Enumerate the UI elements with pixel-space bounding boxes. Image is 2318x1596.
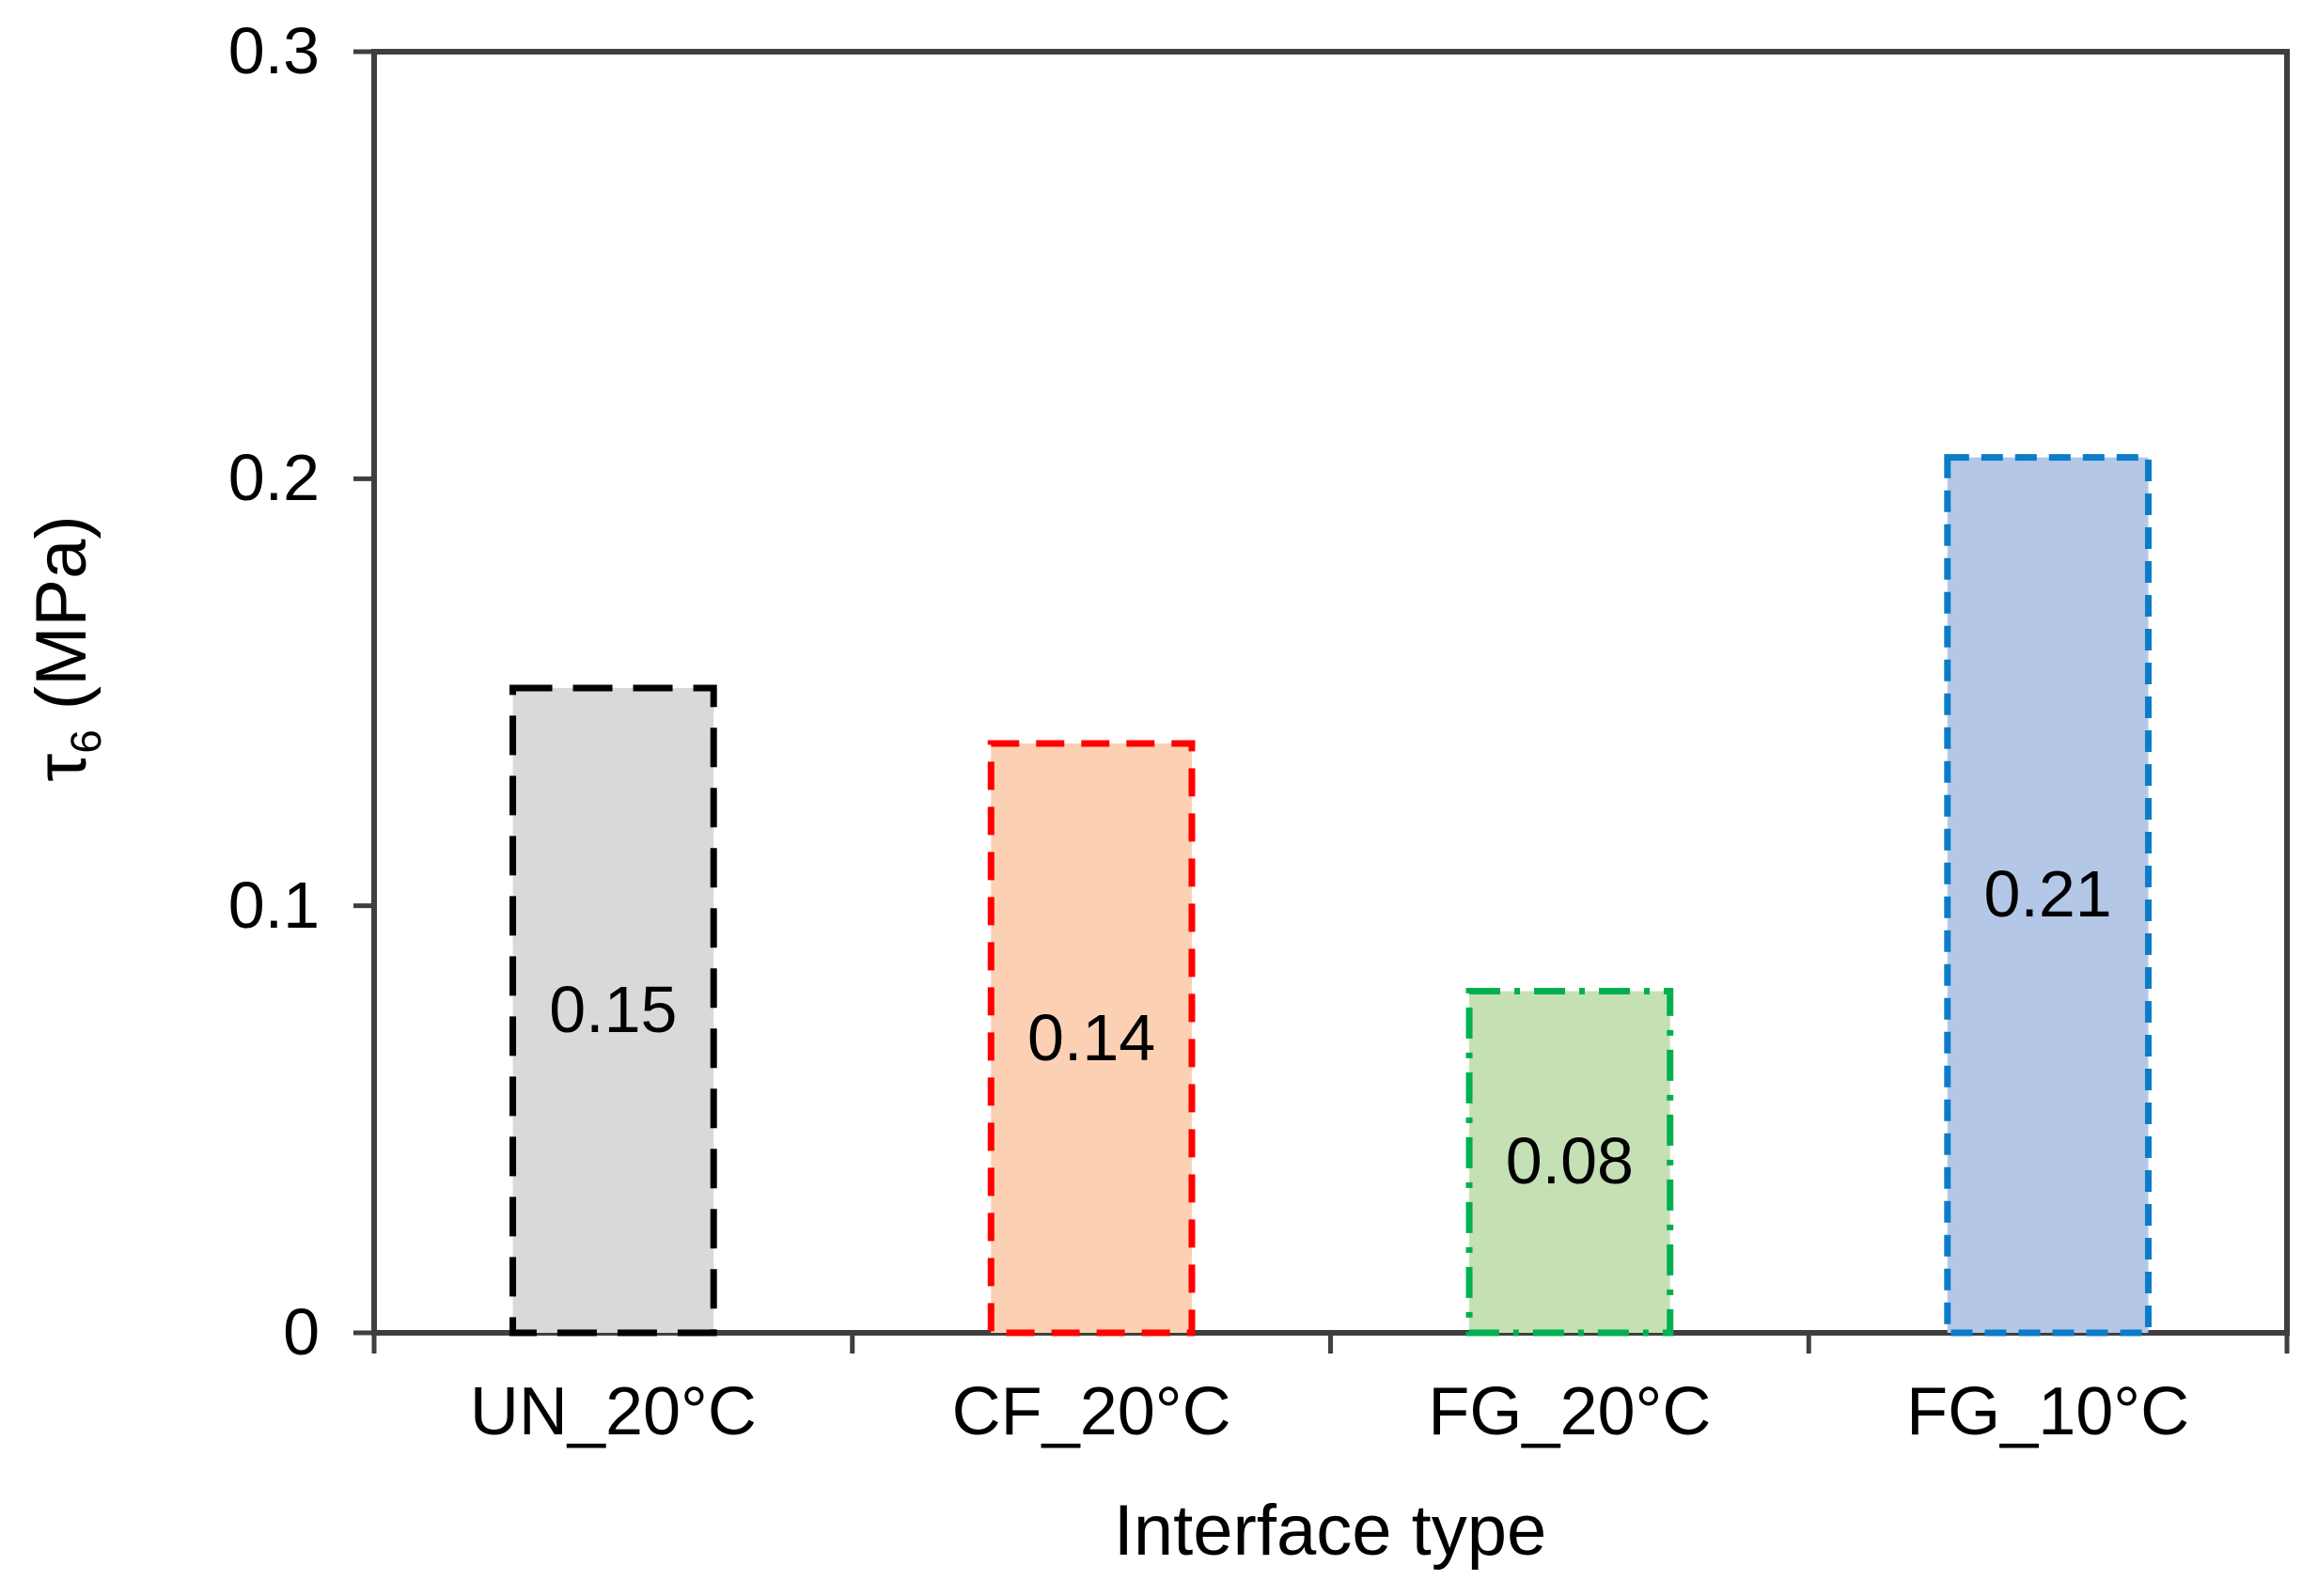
bar-value-label: 0.14 [1027, 1000, 1156, 1074]
y-axis-title-symbol: τ [22, 753, 102, 782]
y-axis-title-unit: (MPa) [22, 515, 102, 730]
category-label: UN_20°C [469, 1374, 757, 1449]
bar-UN_20°C [509, 684, 717, 1337]
y-tick-label: 0.3 [227, 14, 320, 87]
category-label: FG_10°C [1906, 1374, 2190, 1449]
y-axis-title-subscript: 6 [62, 729, 111, 754]
bar-value-label: 0.21 [1983, 857, 2112, 931]
y-tick-label: 0.2 [227, 441, 320, 515]
bar-value-label: 0.08 [1505, 1124, 1634, 1198]
bar-CF_20°C [987, 740, 1196, 1337]
bar-FG_10°C [1944, 454, 2152, 1337]
y-tick-label: 0.1 [227, 868, 320, 942]
bar-value-label: 0.15 [549, 972, 678, 1046]
bar-FG_20°C [1465, 988, 1674, 1337]
x-axis-title: Interface type [1113, 1491, 1547, 1571]
y-tick-label: 0 [283, 1295, 320, 1369]
category-label: FG_20°C [1428, 1374, 1712, 1449]
category-label: CF_20°C [951, 1374, 1231, 1449]
y-axis-title: τ6 (MPa) [21, 320, 115, 978]
